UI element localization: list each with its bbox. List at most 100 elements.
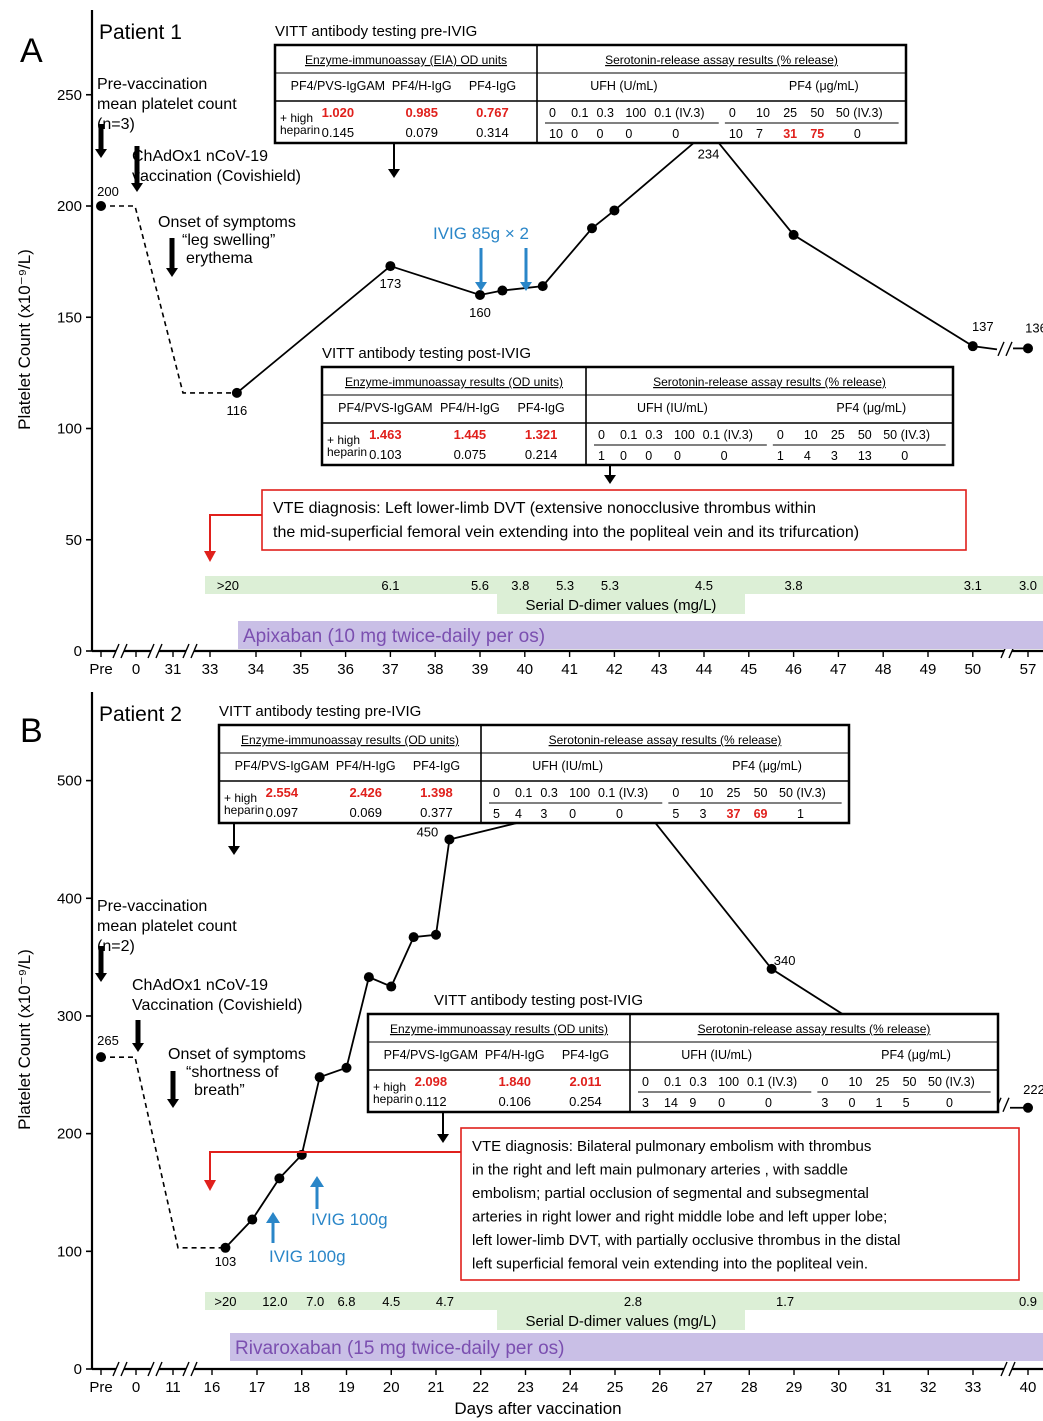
- x-tick-label: 45: [740, 661, 757, 678]
- post-ivig-table-eia-heparin-value: 0.075: [454, 447, 487, 462]
- pre-ivig-table-ufh-conc: 0.1: [571, 106, 588, 120]
- vte-arrow-line: [209, 514, 262, 553]
- pre-vaccination-note: mean platelet count: [97, 918, 237, 935]
- pre-vaccination-note: Pre-vaccination: [97, 898, 207, 915]
- x-tick-label: 47: [830, 661, 847, 678]
- pre-ivig-table-pf4-conc: 0: [729, 106, 736, 120]
- series-break-gap: [998, 1096, 1006, 1113]
- ivig-arrow-2: [520, 248, 532, 291]
- pre-ivig-table-ufh-label: UFH (IU/mL): [532, 759, 603, 773]
- vte-diagnosis-text: VTE diagnosis: Bilateral pulmonary embol…: [472, 1138, 871, 1155]
- dimer-band: [205, 1292, 1043, 1310]
- data-point: [231, 387, 242, 398]
- x-tick-label: 22: [472, 1379, 489, 1396]
- data-point: [431, 929, 441, 940]
- x-tick-label: 39: [472, 661, 489, 678]
- post-ivig-table-eia-heparin-value: 0.214: [525, 447, 558, 462]
- data-point: [475, 290, 485, 300]
- vaccination-arrow: [131, 146, 143, 192]
- data-point: [220, 1242, 231, 1253]
- y-tick-label: 100: [57, 421, 82, 438]
- dimer-value: 4.7: [436, 1294, 454, 1309]
- data-point: [363, 972, 374, 983]
- pre-ivig-table-ufh-value: 4: [515, 807, 522, 821]
- data-point: [314, 1072, 325, 1083]
- x-axis-break-slash-2: [120, 643, 128, 659]
- symptoms-arrow: [167, 1071, 179, 1108]
- post-ivig-table-eia-col: PF4-IgG: [517, 401, 564, 415]
- x-tick-label: 25: [607, 1379, 624, 1396]
- post-ivig-table-eia-col: PF4/PVS-IgGAM: [338, 401, 432, 415]
- symptoms-note: Onset of symptoms: [168, 1046, 306, 1063]
- pre-ivig-table-frame: [273, 43, 908, 145]
- vaccination-note: vaccination (Covishield): [132, 168, 301, 185]
- x-tick-label: 48: [875, 661, 892, 678]
- y-tick-label: 400: [57, 890, 82, 907]
- post-ivig-table-arrow-head: [437, 1134, 449, 1143]
- x-tick-label: 43: [651, 661, 668, 678]
- data-point: [766, 963, 777, 974]
- post-ivig-table-eia-high-value: 1.445: [454, 427, 487, 442]
- ivig-arrow-2-head: [266, 1212, 280, 1223]
- symptoms-note: “leg swelling”: [182, 232, 275, 249]
- post-ivig-table-eia-header: Enzyme-immunoassay results (OD units): [390, 1022, 608, 1036]
- ivig-arrow-1-head: [310, 1176, 324, 1187]
- dimer-value: 1.7: [776, 1294, 794, 1309]
- vte-diagnosis-text: VTE diagnosis: Left lower-limb DVT (exte…: [273, 500, 816, 517]
- pre-ivig-table-eia-col: PF4/PVS-IgGAM: [235, 759, 329, 773]
- post-ivig-table-row-label: + high: [373, 1080, 406, 1094]
- data-point: [587, 223, 597, 234]
- pre-ivig-table-ufh-conc: 0.1 (IV.3): [654, 106, 704, 120]
- pre-ivig-table-eia-high-value: 1.398: [420, 785, 453, 800]
- pre-ivig-table-ufh-value: 10: [549, 127, 563, 141]
- post-ivig-table-pf4-conc: 25: [876, 1075, 890, 1089]
- ivig-arrow-1-head: [475, 282, 487, 291]
- x-axis-break-gap: [1004, 643, 1012, 659]
- pre-ivig-table-ufh-conc: 100: [569, 786, 590, 800]
- x-axis-break-gap: [186, 1361, 194, 1377]
- x-axis-break-gap: [116, 643, 124, 659]
- post-ivig-table-pf4-value: 1: [876, 1096, 883, 1110]
- anticoag-label: Apixaban (10 mg twice-daily per os): [243, 626, 545, 647]
- pre-ivig-table-eia-heparin-value: 0.079: [405, 125, 438, 140]
- pre-vaccination-arrow-head: [95, 149, 107, 158]
- dimer-band: [205, 576, 1043, 594]
- dimer-value: 6.8: [337, 1294, 355, 1309]
- panel-letter: A: [20, 32, 43, 70]
- post-ivig-table-eia-heparin-value: 0.112: [415, 1094, 447, 1109]
- pre-vaccination-arrow: [95, 946, 107, 982]
- x-axis-break-gap: [1004, 1361, 1012, 1377]
- post-ivig-table-ufh-conc: 0.3: [645, 428, 662, 442]
- vte-diagnosis-text: left superficial femoral vein extending …: [472, 1256, 868, 1273]
- data-label: 116: [227, 403, 248, 418]
- data-point: [788, 229, 799, 240]
- symptoms-note: erythema: [186, 250, 253, 267]
- data-label: 234: [698, 146, 720, 161]
- post-ivig-table-eia-header: Enzyme-immunoassay results (OD units): [345, 375, 563, 389]
- dimer-value: 12.0: [262, 1294, 287, 1309]
- y-tick-label: 250: [57, 87, 82, 104]
- x-tick-label: 0: [132, 661, 140, 678]
- pre-vaccination-note: (n=3): [97, 116, 135, 133]
- data-label: 450: [417, 824, 439, 839]
- x-axis-break: [1000, 1361, 1016, 1377]
- pre-vaccination-dashed-line: [101, 1056, 226, 1249]
- post-ivig-table-eia-col: PF4/H-IgG: [440, 401, 500, 415]
- dimer-value: 3.8: [785, 578, 803, 593]
- ivig-arrow-1: [475, 248, 487, 291]
- dimer-value: 2.8: [624, 1294, 642, 1309]
- post-ivig-table-pf4-value: 4: [804, 449, 811, 463]
- post-ivig-table-ufh-value: 0: [674, 449, 681, 463]
- dimer-label-band: [497, 594, 745, 614]
- anticoag-band: [238, 621, 1043, 649]
- series-break-slash-1: [997, 341, 1005, 357]
- vte-diagnosis-box: [460, 1127, 1020, 1281]
- y-tick-label: 200: [57, 198, 82, 215]
- post-ivig-table-ufh-conc: 0.3: [689, 1075, 706, 1089]
- pre-ivig-table-arrow: [388, 143, 400, 178]
- pre-ivig-table-eia-high-value: 1.020: [322, 105, 355, 120]
- post-ivig-table-arrow: [437, 1112, 449, 1143]
- post-ivig-table-pf4-conc: 0: [777, 428, 784, 442]
- post-ivig-table-pf4-conc: 50 (IV.3): [883, 428, 930, 442]
- x-axis-break-slash-1: [147, 1361, 155, 1377]
